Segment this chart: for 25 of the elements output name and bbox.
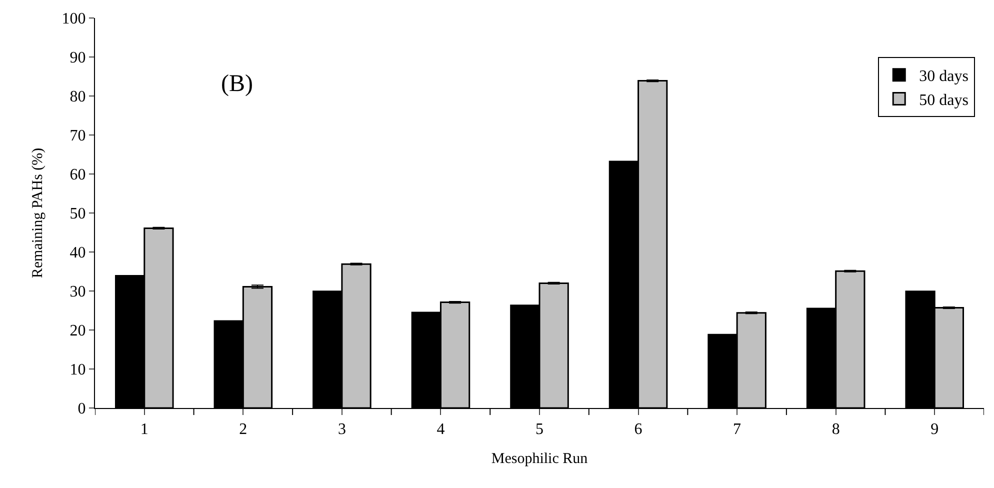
y-tick-label: 80	[70, 88, 86, 106]
x-tick-label: 3	[338, 421, 346, 438]
x-axis-title: Mesophilic Run	[491, 451, 588, 468]
y-tick-label: 20	[70, 322, 86, 340]
y-tick-label: 0	[78, 400, 86, 418]
y-axis-title: Remaining PAHs (%)	[30, 148, 46, 278]
legend-label: 50 days	[919, 92, 968, 109]
annotation: (B)	[221, 71, 253, 97]
legend-label: 30 days	[919, 68, 968, 86]
x-tick-label: 8	[832, 421, 840, 438]
x-tick-label: 1	[140, 421, 148, 438]
y-tick-label: 90	[70, 50, 86, 67]
y-tick-label: 40	[70, 244, 86, 262]
y-tick-label: 30	[70, 284, 86, 301]
y-tick-label: 100	[62, 10, 86, 28]
x-tick-label: 4	[436, 421, 445, 438]
x-tick-label: 5	[536, 421, 544, 438]
x-tick-label: 6	[634, 421, 642, 438]
x-tick-label: 9	[930, 421, 939, 438]
x-tick-label: 7	[733, 421, 742, 438]
y-tick-label: 50	[70, 206, 86, 223]
x-tick-label: 2	[239, 421, 248, 438]
y-tick-label: 70	[70, 128, 86, 145]
y-tick-label: 10	[70, 362, 86, 379]
y-tick-label: 60	[70, 166, 86, 184]
